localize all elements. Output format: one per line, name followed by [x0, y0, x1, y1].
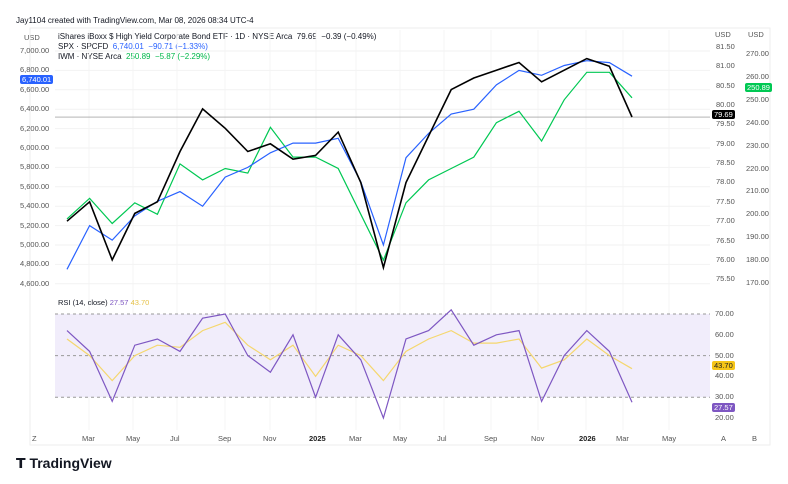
left-tick: 5,600.00: [20, 181, 50, 191]
iwm-line: [66, 71, 633, 262]
time-tick: Sep: [484, 434, 498, 443]
iwm-change: −5.87 (−2.29%): [154, 52, 211, 61]
time-tick: 2025: [309, 434, 326, 443]
created-caption: Jay1104 created with TradingView.com, Ma…: [16, 16, 254, 25]
time-tick: Nov: [531, 434, 545, 443]
mid-tick: 76.50: [716, 235, 735, 245]
mid-tick: 76.00: [716, 254, 735, 264]
rsi-tick: 60.00: [715, 329, 734, 339]
logo-icon: 𝗧: [16, 455, 26, 471]
mid-tick: 80.50: [716, 80, 735, 90]
left-tick: 6,200.00: [20, 123, 50, 133]
time-tick: May: [126, 434, 141, 443]
main-symbol: iShares iBoxx $ High Yield Corporate Bon…: [58, 32, 293, 41]
rsi-legend: RSI (14, close) 27.57 43.70: [58, 298, 149, 308]
mid-tick: 81.00: [716, 61, 735, 71]
rsi-ma-value: 43.70: [130, 298, 150, 307]
iwm-price-tag: 250.89: [745, 83, 772, 92]
corner-b-button[interactable]: B: [752, 434, 758, 443]
right-tick: 220.00: [746, 163, 769, 173]
iwm-price: 250.89: [126, 52, 151, 61]
tradingview-logo: 𝗧 TradingView: [16, 455, 112, 471]
right-tick: 200.00: [746, 209, 769, 219]
spx-price-tag: 6,740.01: [20, 75, 54, 84]
time-tick: Jul: [170, 434, 180, 443]
mid-tick: 75.50: [716, 274, 735, 284]
mid-currency[interactable]: USD: [715, 30, 731, 39]
spx-line: [66, 60, 633, 270]
spx-label: SPX · SPCFD: [58, 42, 109, 51]
rsi-value: 27.57: [109, 298, 129, 307]
mid-tick: 77.50: [716, 196, 735, 206]
chart-frame: [29, 27, 771, 446]
left-tick: 6,600.00: [20, 84, 50, 94]
hyg-price-tag: 79.69: [712, 110, 735, 119]
mid-tick: 77.00: [716, 216, 735, 226]
mid-tick: 79.50: [716, 119, 735, 129]
corner-a-button[interactable]: A: [721, 434, 727, 443]
time-tick: Nov: [263, 434, 277, 443]
mid-tick: 79.00: [716, 138, 735, 148]
main-price: 79.69: [296, 32, 317, 41]
left-tick: 5,000.00: [20, 240, 50, 249]
left-tick: 5,400.00: [20, 201, 50, 211]
left-tick: 6,400.00: [20, 104, 50, 114]
iwm-label: IWM · NYSE Arca: [58, 52, 122, 61]
right-currency[interactable]: USD: [748, 30, 764, 39]
spx-price: 6,740.01: [112, 42, 144, 51]
rsi-label: RSI (14, close): [58, 298, 108, 307]
left-currency[interactable]: USD: [24, 33, 40, 42]
left-tick: 7,000.00: [20, 46, 50, 55]
legend-spx: SPX · SPCFD 6,740.01 −90.71 (−1.33%): [58, 42, 208, 52]
mid-tick: 78.00: [716, 177, 735, 187]
mid-tick: 81.50: [716, 42, 735, 51]
right-tick: 240.00: [746, 117, 769, 127]
right-tick: 260.00: [746, 71, 769, 81]
right-tick: 210.00: [746, 186, 769, 196]
rsi-line: [66, 308, 633, 420]
left-tick: 6,800.00: [20, 65, 50, 75]
left-tick: 4,800.00: [20, 259, 50, 269]
left-tick: 6,000.00: [20, 143, 50, 152]
time-tick: Jul: [437, 434, 447, 443]
right-tick: 230.00: [746, 140, 769, 150]
rsi-ma-line: [66, 321, 633, 382]
left-tick: 5,200.00: [20, 220, 50, 230]
main-change: −0.39 (−0.49%): [321, 32, 377, 41]
rsi-tick: 40.00: [715, 371, 734, 381]
time-tick: Sep: [218, 434, 232, 443]
rsi-tick: 70.00: [715, 309, 734, 318]
hyg-line: [66, 57, 633, 271]
right-tick: 180.00: [746, 255, 769, 265]
time-tick: Mar: [616, 434, 629, 443]
legend-iwm: IWM · NYSE Arca 250.89 −5.87 (−2.29%): [58, 52, 210, 62]
right-tick: 170.00: [746, 278, 769, 287]
rsi-tag: 27.57: [712, 403, 735, 412]
rsi-tick: 20.00: [715, 413, 734, 422]
legend-main: iShares iBoxx $ High Yield Corporate Bon…: [58, 32, 376, 42]
left-tick: 4,600.00: [20, 278, 50, 288]
spx-change: −90.71 (−1.33%): [148, 42, 208, 51]
mid-tick: 78.50: [716, 158, 735, 168]
rsi-tick: 30.00: [715, 392, 734, 402]
rsi-ma-tag: 43.70: [712, 361, 735, 370]
time-tick: 2026: [579, 434, 596, 443]
time-tick: May: [662, 434, 677, 443]
corner-z-button[interactable]: Z: [32, 434, 37, 443]
rsi-tick: 50.00: [715, 350, 734, 360]
right-tick: 250.00: [746, 94, 769, 104]
time-tick: Mar: [349, 434, 362, 443]
left-tick: 5,800.00: [20, 162, 50, 172]
mid-tick: 80.00: [716, 100, 735, 110]
right-tick: 190.00: [746, 232, 769, 242]
time-tick: Mar: [82, 434, 95, 443]
time-tick: May: [393, 434, 408, 443]
right-tick: 270.00: [746, 49, 769, 58]
